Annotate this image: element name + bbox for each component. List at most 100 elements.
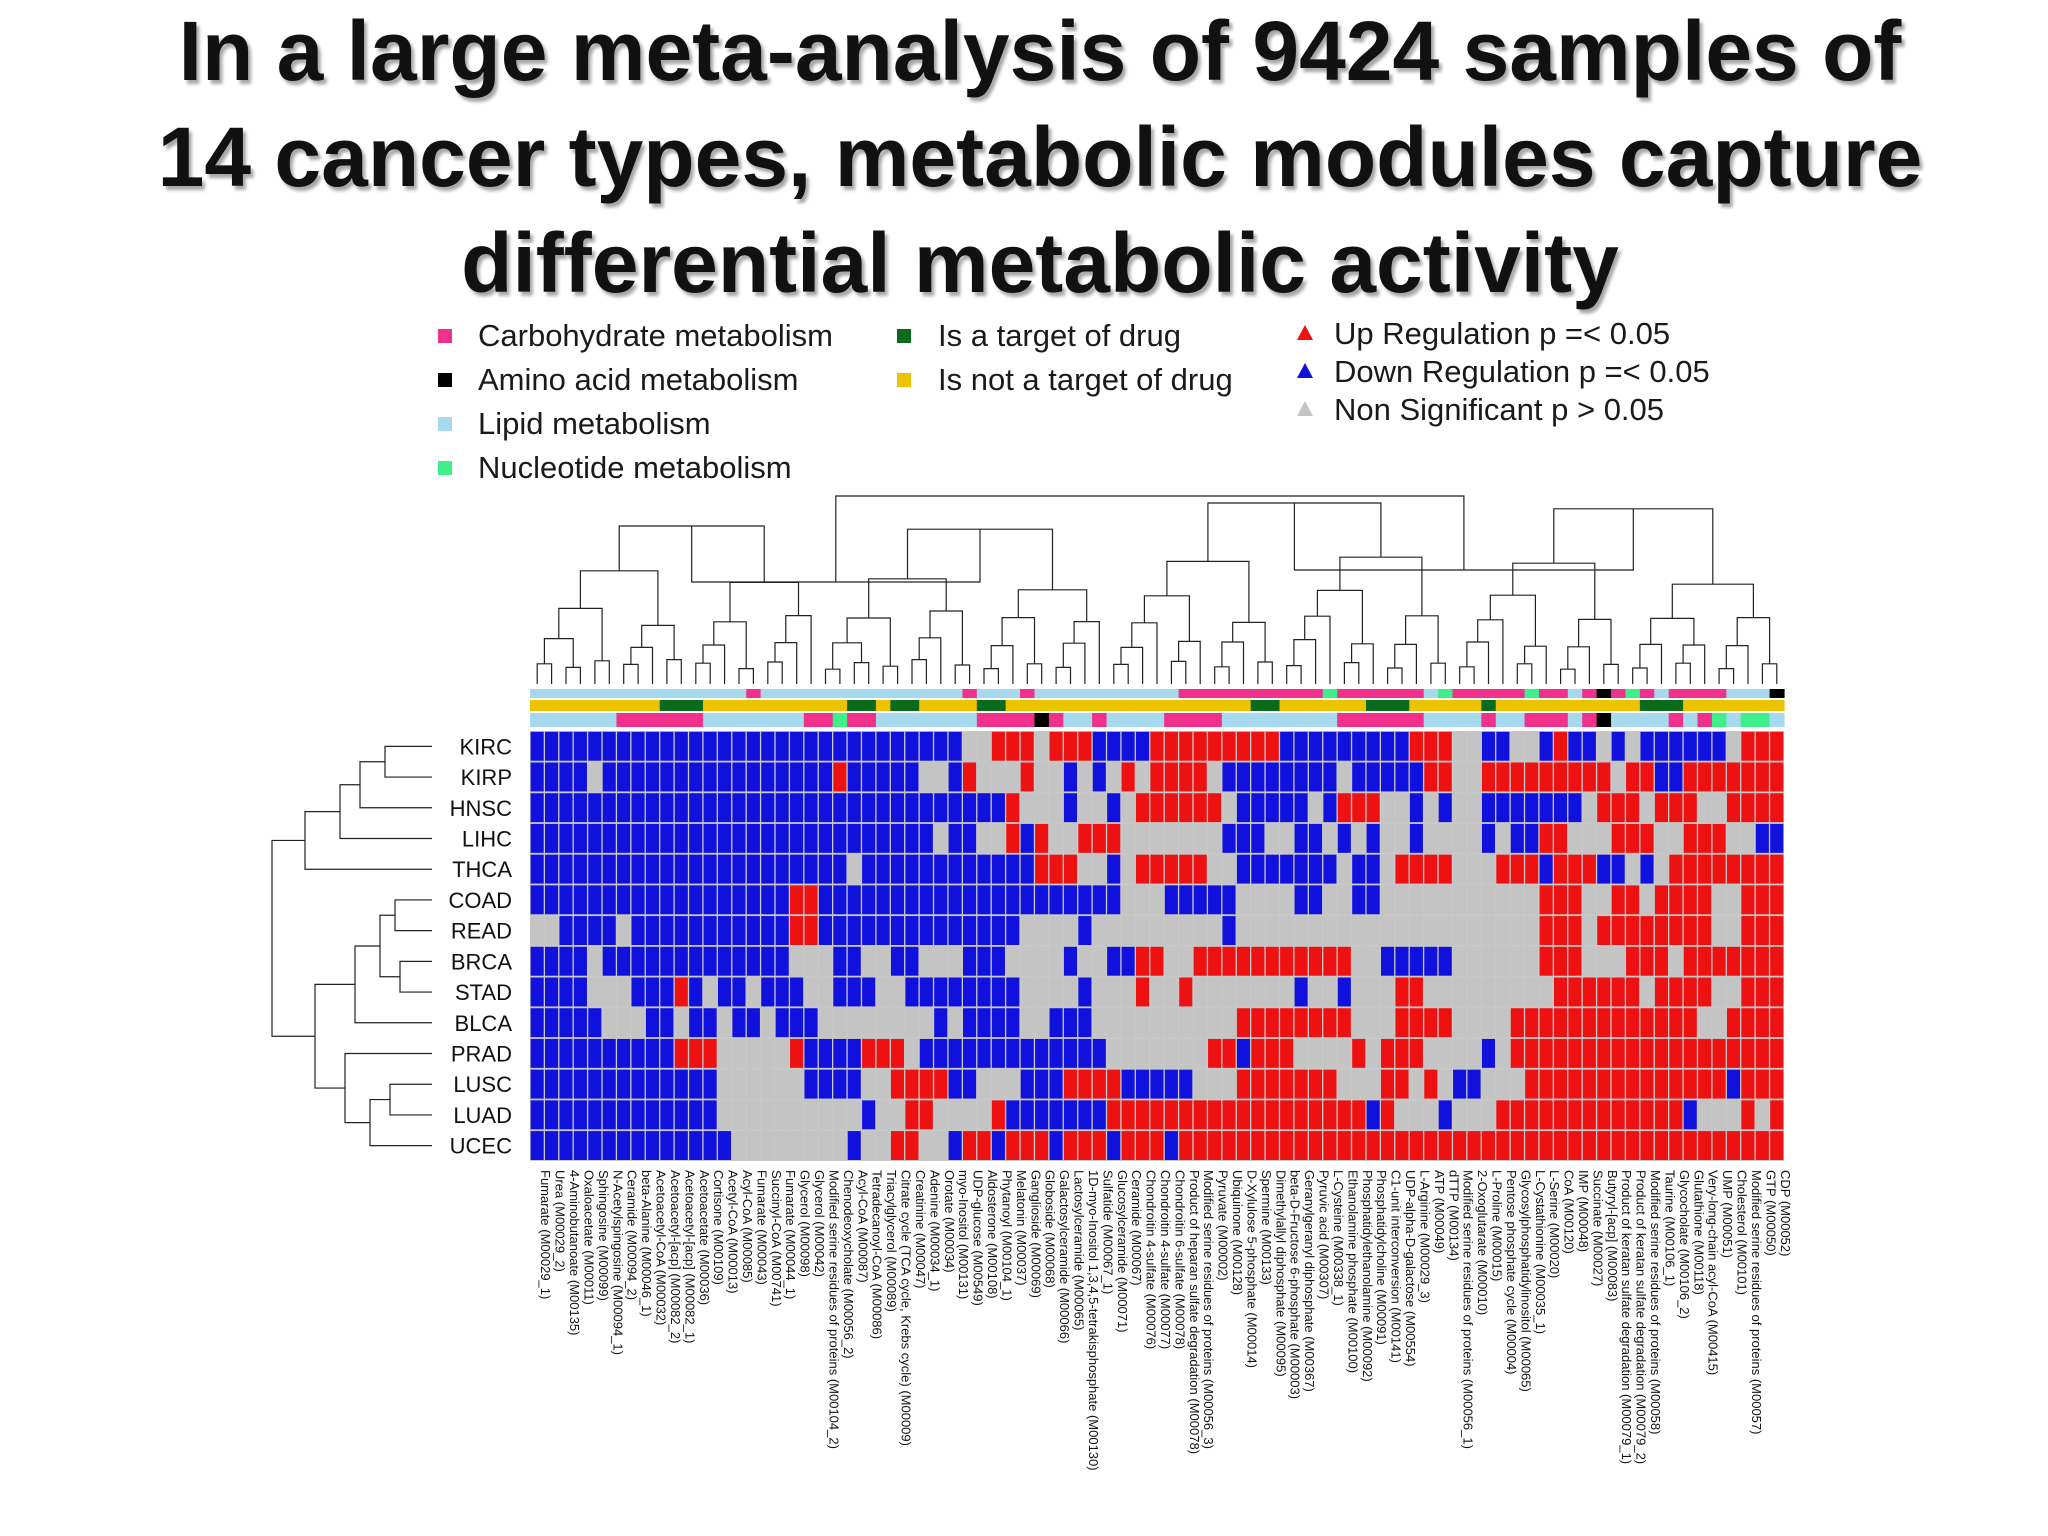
heatmap-cell bbox=[645, 916, 660, 945]
annotation-drug-cell bbox=[1740, 700, 1756, 711]
column-label: Chondroitin 6-sulfate (M00078) bbox=[1172, 1170, 1187, 1349]
heatmap-cell bbox=[1755, 762, 1769, 792]
annotation-drug-cell bbox=[616, 700, 632, 711]
heatmap-cell bbox=[1049, 916, 1063, 945]
heatmap-cell bbox=[1525, 854, 1539, 884]
heatmap-cell bbox=[1698, 854, 1712, 884]
heatmap-cell bbox=[1222, 977, 1236, 1007]
heatmap-cell bbox=[1308, 854, 1323, 884]
column-label: Galactosylceramide (M00066) bbox=[1057, 1170, 1072, 1343]
heatmap-cell bbox=[1712, 1069, 1726, 1099]
heatmap-cell bbox=[862, 977, 876, 1007]
heatmap-cell bbox=[847, 885, 861, 915]
legend-swatch-category bbox=[438, 329, 452, 343]
annotation-drug-cell bbox=[890, 700, 906, 711]
heatmap-cell bbox=[804, 946, 818, 976]
heatmap-cell bbox=[703, 823, 717, 853]
heatmap-cell bbox=[847, 1100, 861, 1130]
heatmap-cell bbox=[1135, 1038, 1150, 1068]
annotation-drug-cell bbox=[1293, 700, 1309, 711]
heatmap-cell bbox=[919, 885, 933, 915]
heatmap-cell bbox=[1683, 885, 1697, 915]
heatmap-cell bbox=[1438, 1131, 1452, 1160]
heatmap-cell bbox=[890, 1100, 905, 1130]
annotation-category-cell bbox=[1063, 689, 1079, 698]
heatmap-cell bbox=[1496, 793, 1510, 823]
heatmap-cell bbox=[1020, 916, 1034, 945]
heatmap-cell bbox=[1726, 885, 1741, 915]
heatmap-cell bbox=[1179, 946, 1193, 976]
heatmap-cell bbox=[1294, 1008, 1308, 1038]
heatmap-cell bbox=[1539, 1069, 1553, 1099]
heatmap-cell bbox=[1063, 731, 1078, 761]
heatmap-cell bbox=[862, 946, 876, 976]
heatmap-cell bbox=[790, 762, 804, 792]
heatmap-cell bbox=[1049, 946, 1063, 976]
heatmap-cell bbox=[1654, 731, 1668, 761]
heatmap-cell bbox=[1525, 977, 1539, 1007]
heatmap-cell bbox=[1698, 1008, 1712, 1038]
heatmap-cell bbox=[934, 1008, 948, 1038]
heatmap-cell bbox=[1164, 1131, 1178, 1160]
heatmap-cell bbox=[890, 1038, 905, 1068]
heatmap-cell bbox=[1294, 1131, 1308, 1160]
annotation-class-cell bbox=[587, 713, 603, 727]
legend-swatch-category bbox=[438, 417, 452, 431]
column-dendrogram-branch bbox=[1459, 666, 1475, 684]
heatmap-cell bbox=[1265, 946, 1279, 976]
heatmap-cell bbox=[559, 1038, 573, 1068]
annotation-drug-cell bbox=[1481, 700, 1497, 711]
annotation-drug-cell bbox=[1063, 700, 1079, 711]
annotation-category-cell bbox=[674, 689, 690, 698]
heatmap-cell bbox=[890, 762, 905, 792]
heatmap-cell bbox=[1294, 1069, 1308, 1099]
heatmap-cell bbox=[1381, 731, 1395, 761]
heatmap-cell bbox=[991, 1069, 1005, 1099]
heatmap-cell bbox=[1654, 1038, 1668, 1068]
heatmap-cell bbox=[1193, 823, 1207, 853]
heatmap-cell bbox=[1755, 793, 1769, 823]
annotation-class-cell bbox=[1567, 713, 1583, 727]
annotation-category-cell bbox=[1683, 689, 1699, 698]
heatmap-cell bbox=[1092, 854, 1106, 884]
heatmap-cell bbox=[530, 1069, 544, 1099]
annotation-category-cell bbox=[1510, 689, 1526, 698]
annotation-class-cell bbox=[602, 713, 618, 727]
heatmap-cell bbox=[1107, 977, 1121, 1007]
heatmap-cell bbox=[804, 731, 818, 761]
heatmap-cell bbox=[617, 946, 631, 976]
annotation-class-cell bbox=[688, 713, 704, 727]
heatmap-cell bbox=[847, 823, 861, 853]
heatmap-cell bbox=[1698, 885, 1712, 915]
heatmap-cell bbox=[660, 885, 674, 915]
heatmap-cell bbox=[1770, 1038, 1784, 1068]
annotation-class-cell bbox=[630, 713, 646, 727]
heatmap-cell bbox=[1669, 762, 1683, 792]
heatmap-cell bbox=[703, 1008, 717, 1038]
column-dendrogram-branch bbox=[1387, 667, 1403, 684]
heatmap-cell bbox=[1467, 1069, 1481, 1099]
heatmap-cell bbox=[703, 885, 717, 915]
heatmap-cell bbox=[545, 977, 559, 1007]
row-label-blca: BLCA bbox=[455, 1011, 513, 1036]
annotation-drug-cell bbox=[1135, 700, 1151, 711]
annotation-drug-cell bbox=[1250, 700, 1266, 711]
heatmap-cell bbox=[876, 731, 890, 761]
heatmap-cell bbox=[1308, 1069, 1323, 1099]
heatmap-cell bbox=[1308, 1131, 1323, 1160]
heatmap-cell bbox=[746, 854, 760, 884]
annotation-drug-cell bbox=[861, 700, 877, 711]
heatmap-cell bbox=[761, 977, 775, 1007]
heatmap-cell bbox=[1683, 731, 1697, 761]
heatmap-cell bbox=[545, 1131, 559, 1160]
heatmap-cell bbox=[573, 1008, 587, 1038]
heatmap-cell bbox=[1453, 977, 1467, 1007]
heatmap-cell bbox=[1092, 793, 1106, 823]
heatmap-cell bbox=[1553, 1008, 1568, 1038]
heatmap-cell bbox=[890, 731, 905, 761]
heatmap-cell bbox=[1381, 885, 1395, 915]
heatmap-cell bbox=[660, 1008, 674, 1038]
column-dendrogram-branch bbox=[558, 607, 603, 661]
heatmap-cell bbox=[934, 762, 948, 792]
heatmap-cell bbox=[1510, 916, 1524, 945]
